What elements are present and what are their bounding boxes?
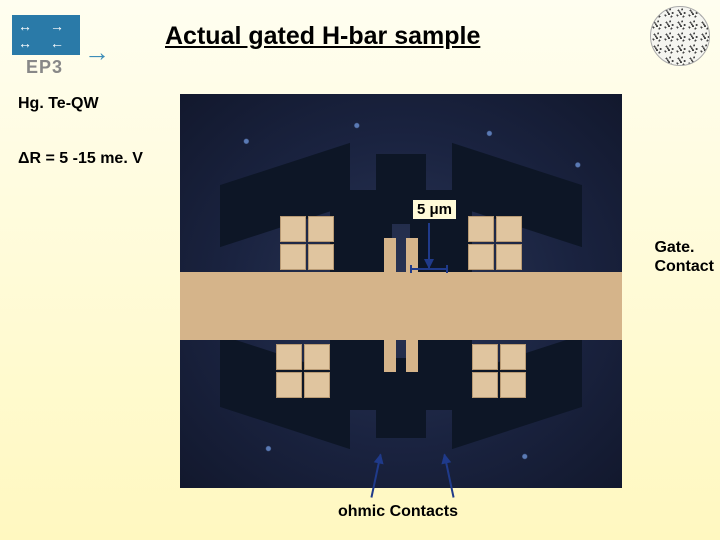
logo-text: EP3 bbox=[26, 57, 80, 78]
seal-logo bbox=[650, 6, 710, 66]
scale-bar-icon bbox=[410, 268, 448, 270]
micrograph-image bbox=[180, 94, 622, 488]
label-gate: Gate.Contact bbox=[654, 238, 714, 276]
logo-left: ↔ → ↔ ← → EP3 bbox=[12, 15, 80, 78]
label-delta: ΔR = 5 -15 me. V bbox=[18, 150, 143, 168]
arrow-out-icon: → bbox=[84, 37, 110, 68]
logo-box: ↔ → ↔ ← bbox=[12, 15, 80, 55]
slide-title: Actual gated H-bar sample bbox=[165, 22, 480, 51]
label-hgte: Hg. Te-QW bbox=[18, 95, 99, 113]
scale-arrow-icon bbox=[428, 223, 430, 268]
label-scale: 5 μm bbox=[413, 200, 456, 219]
label-ohmic: ohmic Contacts bbox=[338, 503, 458, 521]
